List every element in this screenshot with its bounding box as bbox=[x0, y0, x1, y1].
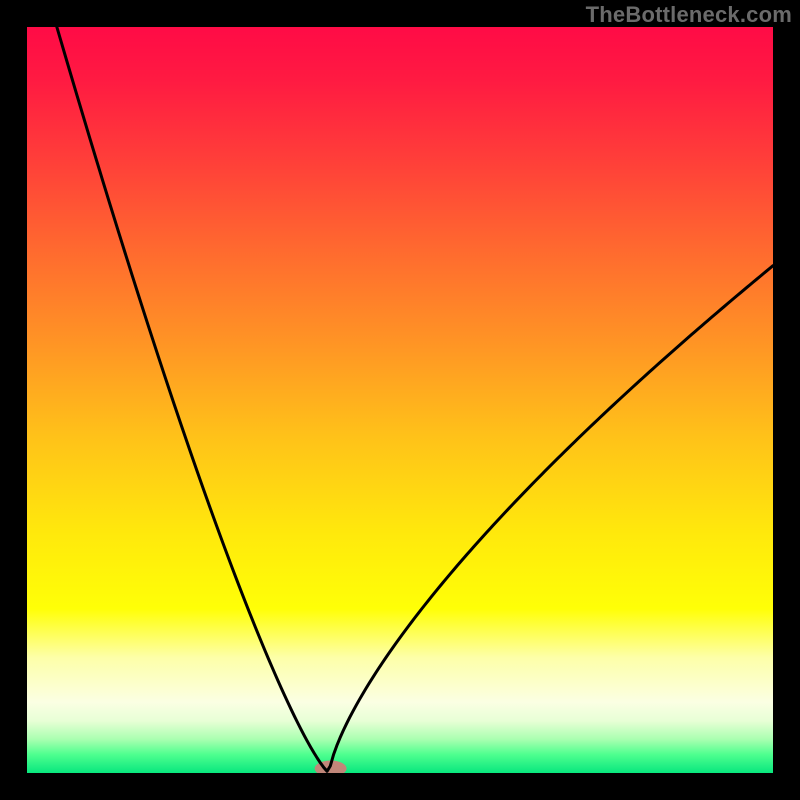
bottleneck-chart bbox=[0, 0, 800, 800]
gradient-background bbox=[27, 27, 773, 773]
plot-area bbox=[27, 27, 773, 777]
chart-container: TheBottleneck.com bbox=[0, 0, 800, 800]
